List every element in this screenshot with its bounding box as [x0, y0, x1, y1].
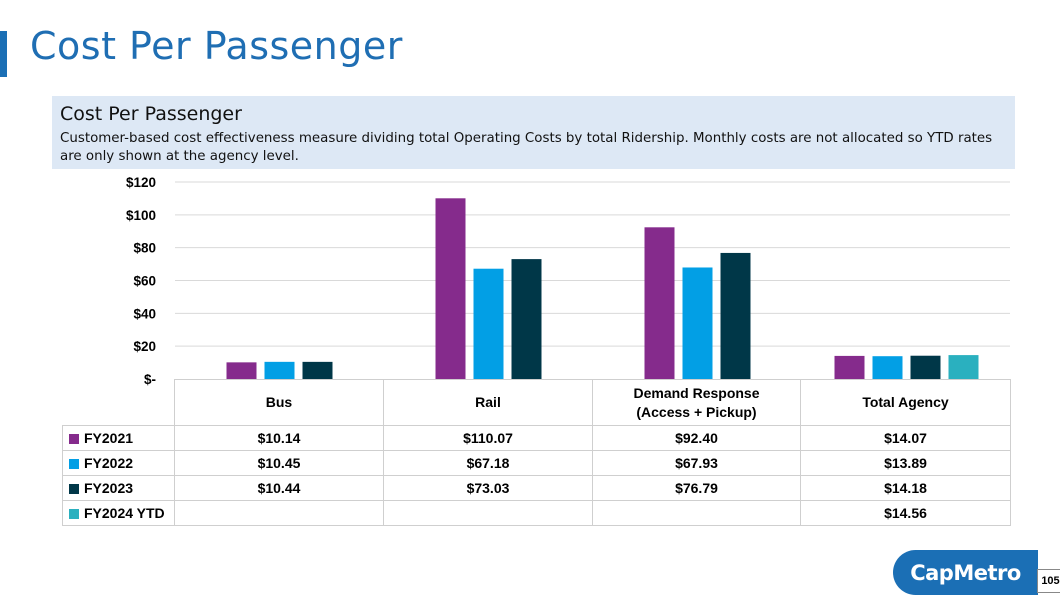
bar [720, 252, 751, 379]
capmetro-logo: CapMetro [893, 550, 1038, 595]
description-box [52, 96, 1015, 169]
table-header-row: Bus Rail Demand Response (Access + Pickup) T… [62, 379, 1011, 426]
table-row: FY2022 $10.45 $67.18 $67.93 $13.89 [62, 450, 1011, 476]
table-row: FY2021 $10.14 $110.07 $92.40 $14.07 [62, 425, 1011, 451]
bar [644, 227, 675, 379]
data-value [174, 500, 384, 526]
bar [473, 268, 504, 379]
category-label: Rail [383, 379, 593, 426]
data-table: Bus Rail Demand Response (Access + Pickup) T… [62, 379, 1011, 526]
data-value: $110.07 [383, 425, 593, 451]
bar [682, 267, 713, 379]
bar [435, 198, 466, 379]
bar [302, 361, 333, 379]
table-row: FY2023 $10.44 $73.03 $76.79 $14.18 [62, 475, 1011, 501]
legend-swatch [69, 434, 79, 444]
legend-label: FY2022 [62, 450, 175, 476]
y-tick-label: $100 [126, 208, 156, 223]
y-tick-label: $120 [126, 175, 156, 190]
bar [226, 362, 257, 379]
title-accent-bar [0, 31, 7, 77]
table-row: FY2024 YTD $14.56 [62, 500, 1011, 526]
data-value: $67.93 [592, 450, 801, 476]
bar [910, 355, 941, 379]
bar [511, 259, 542, 379]
data-value: $13.89 [800, 450, 1011, 476]
bar [834, 355, 865, 379]
category-label: Bus [174, 379, 384, 426]
legend-label: FY2024 YTD [62, 500, 175, 526]
y-tick-label: $40 [133, 306, 156, 321]
data-value: $92.40 [592, 425, 801, 451]
box-title: Cost Per Passenger [60, 103, 242, 125]
legend-label: FY2021 [62, 425, 175, 451]
legend-swatch [69, 509, 79, 519]
category-label: Total Agency [800, 379, 1011, 426]
data-value: $14.56 [800, 500, 1011, 526]
data-value: $76.79 [592, 475, 801, 501]
table-corner-cell [62, 379, 175, 426]
data-value: $10.45 [174, 450, 384, 476]
legend-label: FY2023 [62, 475, 175, 501]
data-value: $14.07 [800, 425, 1011, 451]
y-tick-label: $80 [133, 241, 156, 256]
data-value [592, 500, 801, 526]
data-value [383, 500, 593, 526]
category-label: Demand Response (Access + Pickup) [592, 379, 801, 426]
page-title: Cost Per Passenger [30, 24, 403, 68]
bar [872, 356, 903, 379]
data-value: $14.18 [800, 475, 1011, 501]
box-description: Customer-based cost effectiveness measur… [60, 131, 993, 164]
data-value: $73.03 [383, 475, 593, 501]
bar [264, 361, 295, 379]
page-number: 105 [1037, 569, 1060, 593]
data-value: $10.14 [174, 425, 384, 451]
y-tick-label: $20 [133, 339, 156, 354]
legend-swatch [69, 459, 79, 469]
bar [948, 355, 979, 379]
data-value: $67.18 [383, 450, 593, 476]
y-tick-label: $60 [133, 274, 156, 289]
data-value: $10.44 [174, 475, 384, 501]
legend-swatch [69, 484, 79, 494]
